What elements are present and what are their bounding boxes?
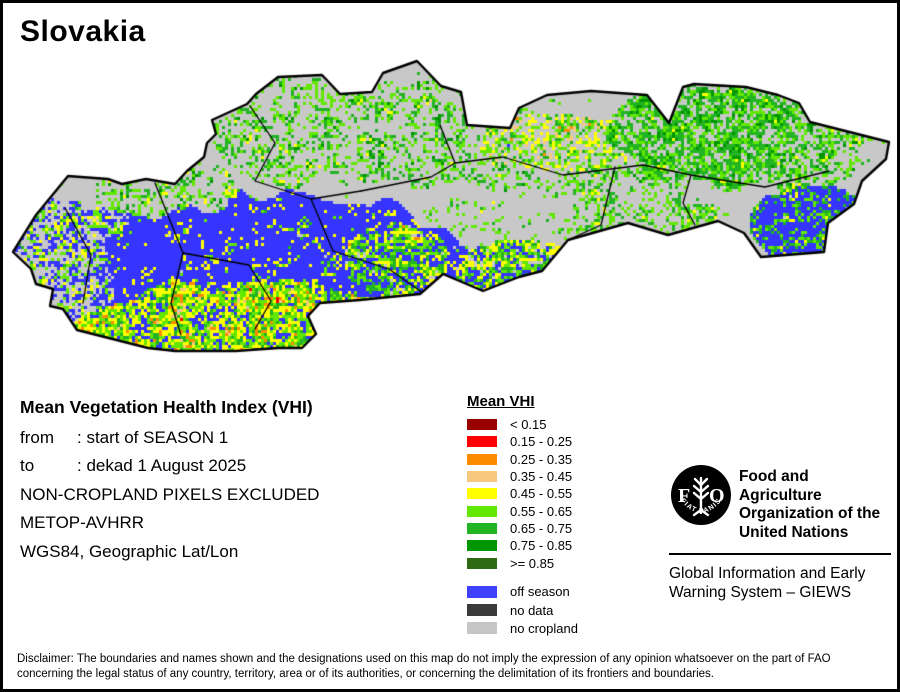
period-to-row: to : dekad 1 August 2025 [20,452,319,481]
legend-row: 0.15 - 0.25 [467,433,578,450]
product-heading: Mean Vegetation Health Index (VHI) [20,397,313,417]
period-to-value: : dekad 1 August 2025 [77,456,247,475]
legend-classes: < 0.15 0.15 - 0.25 0.25 - 0.35 0.35 - 0.… [467,416,578,572]
legend-row: >= 0.85 [467,554,578,571]
fao-divider [669,553,891,555]
legend-swatch [467,522,497,534]
info-line-cropland: NON-CROPLAND PIXELS EXCLUDED [20,484,320,504]
legend-extras: off season no data no cropland [467,583,578,638]
legend-swatch [467,488,497,500]
legend-row: < 0.15 [467,416,578,433]
legend-label: 0.55 - 0.65 [510,503,573,519]
legend-row: off season [467,583,578,601]
legend-title: Mean VHI [467,393,535,410]
fao-name: Food and Agriculture Organization of the… [739,463,895,542]
legend-label: no data [510,602,554,618]
giews-name: Global Information and Early Warning Sys… [669,564,895,602]
fao-block: F O FIAT PANIS Food and Agriculture Orga… [669,463,895,602]
svg-text:F: F [678,485,690,507]
legend-row: 0.75 - 0.85 [467,537,578,554]
country-title: Slovakia [20,15,146,48]
legend-swatch [467,453,497,465]
svg-text:O: O [709,485,725,507]
disclaimer-line: concerning the legal status of any count… [17,668,714,680]
period-from-value: : start of SEASON 1 [77,427,229,447]
legend-swatch [467,585,497,598]
legend-row: 0.25 - 0.35 [467,451,578,468]
legend-row: 0.45 - 0.55 [467,485,578,502]
legend-swatch [467,540,497,552]
period-from-label: from [20,427,54,447]
legend-swatch [467,557,497,569]
legend-label: no cropland [510,620,578,636]
fao-name-line: United Nations [738,523,849,541]
legend-swatch [467,419,497,431]
legend-label: 0.15 - 0.25 [510,434,573,450]
legend-label: 0.25 - 0.35 [510,451,573,467]
info-line-sensor: METOP-AVHRR [20,513,145,532]
fao-name-line: Food and Agriculture [738,468,822,504]
legend-label: 0.65 - 0.75 [510,520,573,536]
product-info: Mean Vegetation Health Index (VHI) from:… [20,393,319,566]
legend-row: 0.35 - 0.45 [467,468,578,485]
period-from-row: from : start of SEASON 1 [20,424,319,453]
legend-swatch [467,622,497,635]
legend-swatch [467,436,497,448]
vhi-map-canvas [3,51,897,363]
legend-label: < 0.15 [510,417,547,433]
legend: Mean VHI < 0.15 0.15 - 0.25 0.25 - 0.35 … [467,393,578,638]
legend-swatch [467,505,497,517]
info-line-projection: WGS84, Geographic Lat/Lon [20,541,239,561]
legend-row: 0.65 - 0.75 [467,520,578,537]
giews-line: Warning System – GIEWS [669,584,852,601]
legend-label: 0.75 - 0.85 [510,538,573,554]
legend-row: no data [467,601,578,619]
legend-swatch [467,604,497,617]
disclaimer: Disclaimer: The boundaries and names sho… [17,652,889,682]
fao-name-line: Organization of the [738,505,881,522]
legend-label: >= 0.85 [510,555,555,571]
legend-row: no cropland [467,619,578,637]
legend-label: 0.45 - 0.55 [510,486,573,502]
period-to-label: to [20,456,35,475]
legend-swatch [467,471,497,483]
legend-label: 0.35 - 0.45 [510,469,573,485]
disclaimer-line: Disclaimer: The boundaries and names sho… [17,653,831,665]
legend-label: off season [510,584,570,600]
legend-row: 0.55 - 0.65 [467,502,578,519]
giews-line: Global Information and Early [669,565,866,582]
fao-logo-icon: F O FIAT PANIS [670,465,731,525]
